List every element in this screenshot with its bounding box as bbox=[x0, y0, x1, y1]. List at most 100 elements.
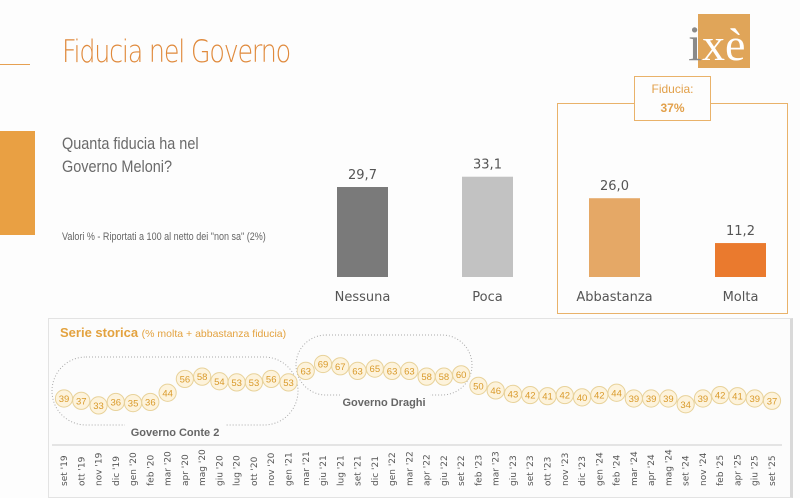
series-value-label: 39 bbox=[646, 394, 657, 405]
series-value-label: 36 bbox=[111, 397, 122, 408]
series-value-label: 41 bbox=[732, 392, 743, 403]
bar-nessuna bbox=[337, 187, 388, 277]
series-value-label: 56 bbox=[266, 374, 277, 385]
conte-2-outline bbox=[51, 356, 299, 426]
x-tick-label: gen '20 bbox=[129, 452, 139, 486]
x-tick-label: feb '24 bbox=[613, 455, 623, 486]
series-value-label: 39 bbox=[59, 394, 70, 405]
series-value-label: 41 bbox=[542, 392, 553, 403]
question-line-2: Governo Meloni? bbox=[62, 157, 173, 176]
x-tick-label: giu '23 bbox=[509, 455, 519, 486]
series-point bbox=[296, 361, 315, 380]
series-value-label: 43 bbox=[508, 389, 519, 400]
series-value-label: 33 bbox=[93, 401, 104, 412]
series-value-label: 69 bbox=[318, 360, 329, 371]
series-value-label: 42 bbox=[594, 391, 605, 402]
fiducia-box: Fiducia: 37% bbox=[634, 76, 711, 121]
x-tick-label: mar '24 bbox=[630, 451, 640, 486]
series-title: Serie storica (% molta + abbastanza fidu… bbox=[60, 325, 286, 340]
x-tick-label: ott '23 bbox=[544, 457, 554, 486]
svg-text:xè: xè bbox=[702, 19, 745, 68]
x-tick-label: set '25 bbox=[768, 455, 778, 486]
bar-category-label: Abbastanza bbox=[576, 290, 652, 305]
series-point bbox=[607, 383, 626, 402]
x-tick-label: mar '20 bbox=[164, 451, 174, 486]
x-tick-label: nov '19 bbox=[95, 452, 105, 486]
x-tick-label: set '23 bbox=[526, 455, 536, 486]
series-value-label: 60 bbox=[456, 370, 467, 381]
x-tick-label: apr '25 bbox=[733, 454, 743, 486]
series-value-label: 67 bbox=[335, 362, 346, 373]
series-value-label: 39 bbox=[698, 394, 709, 405]
bar-value-label: 26,0 bbox=[600, 179, 629, 194]
series-point bbox=[762, 391, 782, 410]
x-tick-label: nov '20 bbox=[267, 452, 277, 486]
x-tick-label: mar '23 bbox=[492, 451, 502, 486]
series-value-label: 53 bbox=[283, 378, 294, 389]
series-value-label: 56 bbox=[180, 374, 191, 385]
x-tick-label: lug '21 bbox=[336, 455, 346, 486]
x-tick-label: giu '21 bbox=[319, 455, 329, 486]
series-value-label: 44 bbox=[611, 388, 622, 399]
series-point bbox=[659, 389, 678, 408]
ixe-logo: i xè bbox=[688, 14, 750, 68]
x-tick-label: ott '20 bbox=[250, 456, 260, 486]
x-tick-label: giu '20 bbox=[215, 455, 225, 486]
series-value-label: 53 bbox=[231, 378, 242, 389]
x-tick-label: dic '23 bbox=[578, 456, 588, 486]
series-point bbox=[331, 357, 350, 376]
side-accent-block bbox=[0, 131, 35, 235]
bar-poca bbox=[462, 176, 513, 277]
series-value-label: 42 bbox=[525, 391, 536, 402]
series-point bbox=[279, 373, 298, 392]
annotation-label: Governo Conte 2 bbox=[131, 427, 220, 439]
x-tick-label: apr '22 bbox=[423, 454, 433, 486]
series-value-label: 63 bbox=[300, 366, 311, 377]
x-tick-label: mar '22 bbox=[405, 451, 415, 486]
series-value-label: 63 bbox=[352, 366, 363, 377]
x-tick-label: set '21 bbox=[354, 455, 364, 486]
series-value-label: 58 bbox=[439, 372, 450, 383]
x-tick-label: apr '24 bbox=[647, 454, 657, 486]
x-tick-label: set '22 bbox=[457, 455, 467, 486]
x-tick-label: mar '21 bbox=[302, 451, 312, 486]
series-point bbox=[469, 376, 488, 395]
series-value-label: 63 bbox=[404, 366, 415, 377]
bar-value-label: 29,7 bbox=[348, 168, 377, 183]
series-point bbox=[72, 391, 91, 410]
series-point bbox=[262, 369, 281, 389]
x-tick-label: giu '25 bbox=[751, 455, 761, 486]
bar-molta bbox=[715, 243, 766, 277]
x-tick-label: feb '20 bbox=[146, 455, 156, 486]
x-tick-label: lug '20 bbox=[233, 455, 243, 486]
series-value-label: 63 bbox=[387, 366, 398, 377]
series-point bbox=[400, 361, 419, 380]
fiducia-label: Fiducia: bbox=[651, 82, 694, 96]
x-tick-label: dic '19 bbox=[112, 456, 122, 486]
series-subtitle: (% molta + abbastanza fiducia) bbox=[141, 328, 287, 340]
x-tick-label: mag '24 bbox=[664, 449, 674, 486]
series-point bbox=[89, 396, 108, 415]
series-point bbox=[158, 383, 177, 402]
series-value-label: 65 bbox=[370, 364, 381, 375]
bar-value-label: 11,2 bbox=[726, 224, 755, 239]
x-tick-label: dic '21 bbox=[371, 456, 381, 486]
bar-value-label: 33,1 bbox=[473, 158, 502, 173]
series-point bbox=[244, 373, 264, 392]
series-value-label: 40 bbox=[577, 393, 588, 404]
series-value-label: 37 bbox=[767, 396, 778, 407]
question-text: Quanta fiducia ha nel Governo Meloni? bbox=[62, 132, 199, 178]
series-value-label: 58 bbox=[197, 372, 208, 383]
x-tick-label: set '24 bbox=[682, 455, 692, 486]
series-point bbox=[452, 365, 471, 384]
bar-abbastanza bbox=[589, 198, 640, 277]
x-tick-label: nov '24 bbox=[699, 452, 709, 486]
bar-category-label: Poca bbox=[472, 290, 502, 305]
series-value-label: 37 bbox=[76, 396, 87, 407]
x-tick-label: nov '23 bbox=[561, 453, 571, 486]
series-value-label: 54 bbox=[214, 377, 225, 388]
x-tick-label: set '19 bbox=[60, 455, 70, 486]
x-tick-label: gen '21 bbox=[284, 452, 294, 486]
x-tick-label: gen '24 bbox=[595, 452, 605, 486]
